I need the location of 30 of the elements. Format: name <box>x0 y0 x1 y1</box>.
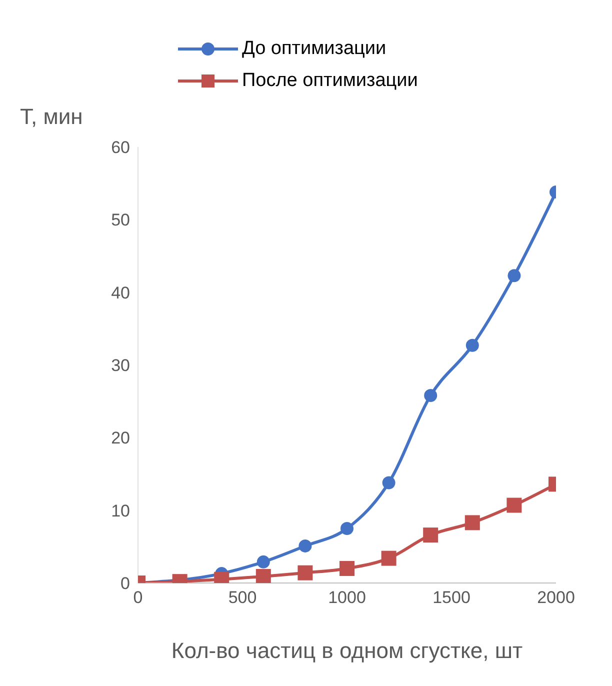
y-tick-label: 60 <box>111 138 130 158</box>
point <box>382 476 396 490</box>
y-tick-label: 10 <box>111 501 130 520</box>
x-tick-label: 1000 <box>328 588 366 608</box>
y-tick-label: 20 <box>111 428 130 448</box>
point <box>506 498 522 513</box>
y-tick-label: 30 <box>111 356 130 376</box>
y-tick-label: 0 <box>120 574 130 594</box>
x-axis-title: Кол-во частиц в одном сгустке, шт <box>171 638 523 663</box>
point <box>340 560 354 576</box>
y-tick-label: 40 <box>111 283 130 302</box>
point <box>340 522 354 535</box>
point <box>298 539 312 552</box>
point <box>466 338 479 352</box>
legend-label: До оптимизации <box>242 38 386 60</box>
x-tick-label: 500 <box>228 588 257 608</box>
point <box>298 565 313 580</box>
point <box>381 550 396 566</box>
point <box>256 568 271 583</box>
point <box>464 515 480 530</box>
x-tick-label: 0 <box>133 588 143 608</box>
x-tick-label: 2000 <box>537 588 575 608</box>
x-tick-label: 1500 <box>432 588 470 608</box>
y-tick-label: 50 <box>111 210 130 230</box>
point <box>508 269 521 282</box>
point <box>256 555 270 568</box>
y-axis-title: T, мин <box>20 104 83 130</box>
point <box>424 389 438 402</box>
legend-label: После оптимизации <box>242 70 418 92</box>
point <box>423 528 438 543</box>
